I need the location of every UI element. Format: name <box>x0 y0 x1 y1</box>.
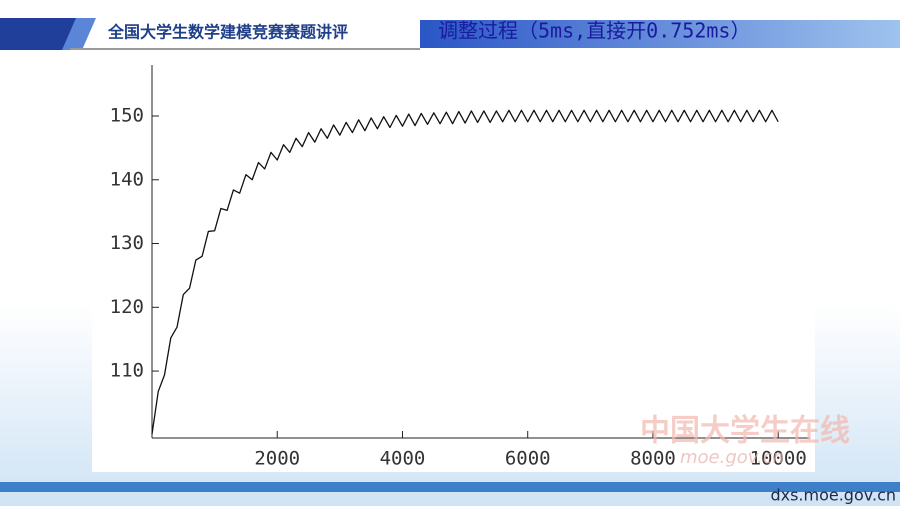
header-bar <box>420 20 900 48</box>
x-tick-label: 4000 <box>380 448 426 470</box>
watermark: 中国大学生在线 <box>640 414 850 449</box>
x-tick-label: 8000 <box>630 448 676 470</box>
plot-area <box>92 55 815 472</box>
footer-band <box>0 482 900 492</box>
header-stripe <box>62 18 96 50</box>
watermark-sub: moe.gov.cn <box>680 447 784 468</box>
y-tick-label: 140 <box>110 168 144 190</box>
slide-title: 调整过程（5ms,直接开0.752ms） <box>438 19 750 43</box>
x-tick-label: 6000 <box>505 448 551 470</box>
x-tick-label: 10000 <box>750 448 807 470</box>
y-tick-label: 120 <box>110 296 144 318</box>
y-tick-label: 130 <box>110 232 144 254</box>
x-tick-label: 2000 <box>254 448 300 470</box>
footer-url: dxs.moe.gov.cn <box>770 486 896 505</box>
y-tick-label: 110 <box>110 360 144 382</box>
plot: 110 120 130 140 150 2000 4000 6000 8000 10000 <box>92 55 815 472</box>
data-line <box>151 109 779 435</box>
header-block <box>0 18 80 50</box>
y-tick-label: 150 <box>110 105 144 127</box>
course-title: 全国大学生数学建模竞赛赛题讲评 <box>107 23 348 42</box>
